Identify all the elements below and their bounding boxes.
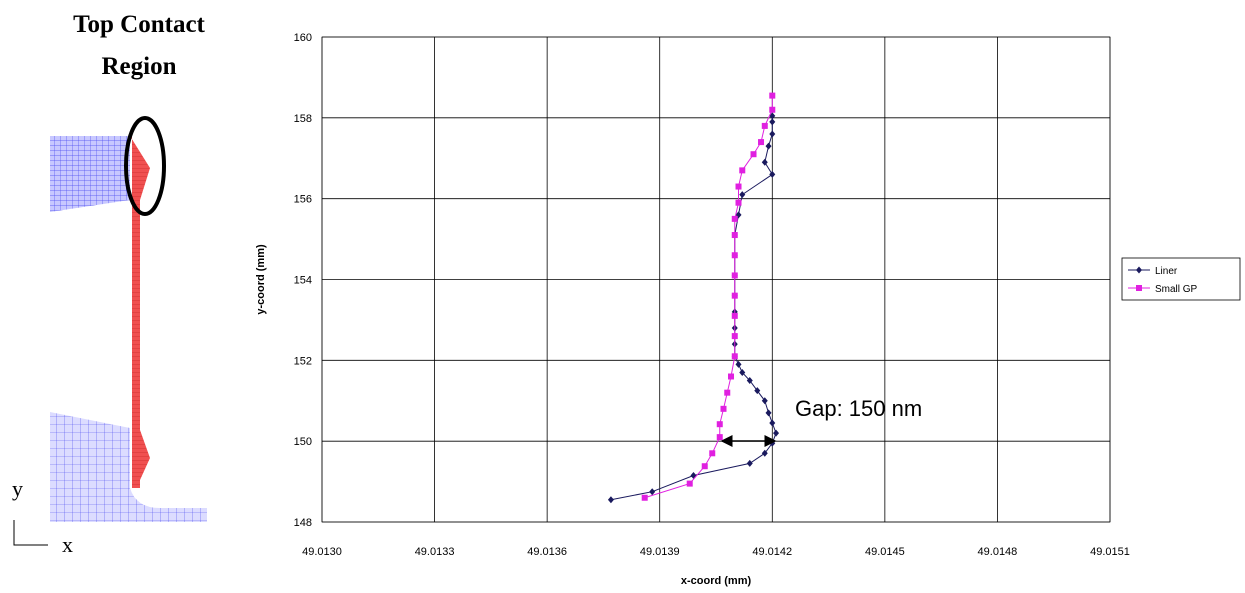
y-tick-label: 160: [294, 32, 312, 44]
legend-label: Liner: [1155, 266, 1178, 277]
x-tick-label: 49.0139: [640, 546, 680, 558]
marker: [732, 353, 738, 359]
marker: [687, 481, 693, 487]
x-tick-label: 49.0145: [865, 546, 905, 558]
marker: [732, 293, 738, 299]
marker: [739, 167, 745, 173]
marker: [751, 151, 757, 157]
panel-title: Region: [102, 53, 177, 80]
legend-marker: [1136, 285, 1142, 291]
x-tick-label: 49.0151: [1090, 546, 1130, 558]
x-tick-label: 49.0142: [752, 546, 792, 558]
y-tick-label: 150: [294, 436, 312, 448]
marker: [709, 450, 715, 456]
y-tick-label: 156: [294, 194, 312, 206]
marker: [769, 107, 775, 113]
marker: [732, 232, 738, 238]
marker: [724, 390, 730, 396]
legend-label: Small GP: [1155, 284, 1198, 295]
marker: [736, 184, 742, 190]
marker: [717, 434, 723, 440]
marker: [732, 333, 738, 339]
x-tick-label: 49.0130: [302, 546, 342, 558]
annotation: Gap: 150 nm: [795, 396, 922, 421]
y-tick-label: 152: [294, 355, 312, 367]
marker: [732, 252, 738, 258]
mesh-figure: [14, 118, 207, 545]
axis-label-x: x: [62, 532, 73, 557]
y-axis-title: y-coord (mm): [255, 244, 267, 315]
marker: [702, 463, 708, 469]
chart: 148 150 152 154 156 158 160 49.0130 49.0133 49.01…: [255, 32, 1240, 587]
marker: [728, 374, 734, 380]
y-tick-label: 148: [294, 517, 312, 529]
y-tick-label: 154: [294, 275, 312, 287]
marker: [758, 139, 764, 145]
x-tick-label: 49.0148: [978, 546, 1018, 558]
figure: Top Contact Region y x 148 150 152 154 156 15…: [0, 0, 1245, 593]
panel-title: Top Contact: [73, 11, 205, 38]
y-tick-label: 158: [294, 113, 312, 125]
marker: [717, 421, 723, 427]
x-tick-label: 49.0136: [527, 546, 567, 558]
marker: [762, 123, 768, 129]
x-axis-title: x-coord (mm): [681, 575, 752, 587]
marker: [769, 93, 775, 99]
marker: [642, 495, 648, 501]
marker: [732, 272, 738, 278]
marker: [736, 200, 742, 206]
marker: [732, 313, 738, 319]
marker: [721, 406, 727, 412]
axis-label-y: y: [12, 476, 23, 501]
marker: [732, 216, 738, 222]
x-tick-label: 49.0133: [415, 546, 455, 558]
